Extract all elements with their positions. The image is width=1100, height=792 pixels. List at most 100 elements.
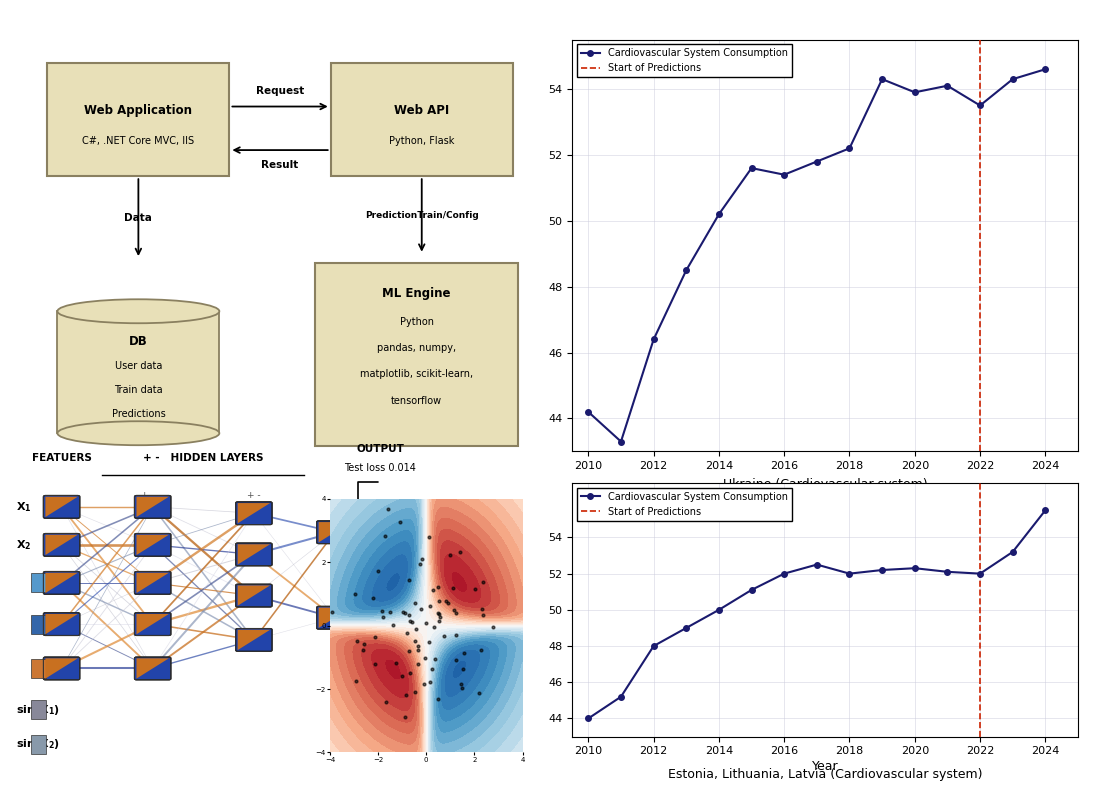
FancyBboxPatch shape: [31, 573, 46, 592]
Polygon shape: [319, 607, 351, 628]
FancyBboxPatch shape: [43, 657, 80, 680]
Point: [446, 604, 463, 616]
Point: [444, 582, 462, 595]
FancyBboxPatch shape: [134, 613, 170, 635]
FancyBboxPatch shape: [57, 311, 219, 433]
Text: PredictionTrain/Config: PredictionTrain/Config: [365, 211, 478, 220]
Point: [370, 565, 387, 577]
Text: Estonia, Lithuania, Latvia (Cardiovascular system): Estonia, Lithuania, Latvia (Cardiovascul…: [668, 768, 982, 781]
Point: [400, 615, 418, 627]
Text: Python, Flask: Python, Flask: [389, 136, 454, 147]
Text: tensorflow: tensorflow: [392, 395, 442, 406]
Point: [412, 603, 430, 615]
X-axis label: Ukraine (Cardiovascular system): Ukraine (Cardiovascular system): [723, 478, 927, 491]
Point: [425, 584, 442, 596]
Text: $\mathbf{X_2}$: $\mathbf{X_2}$: [16, 538, 32, 552]
Cardiovascular System Consumption: [1038, 64, 1052, 74]
Point: [410, 558, 428, 570]
FancyBboxPatch shape: [31, 659, 46, 678]
Polygon shape: [238, 630, 271, 650]
Polygon shape: [136, 497, 169, 517]
Cardiovascular System Consumption: [647, 335, 660, 345]
Text: Train data: Train data: [114, 385, 163, 394]
Cardiovascular System Consumption: [582, 714, 595, 723]
Cardiovascular System Consumption: [713, 209, 726, 219]
Cardiovascular System Consumption: [876, 74, 889, 84]
Point: [374, 611, 392, 623]
Point: [349, 635, 366, 648]
Text: Web API: Web API: [394, 105, 450, 117]
Polygon shape: [238, 503, 271, 524]
Polygon shape: [45, 614, 78, 634]
Point: [473, 603, 491, 615]
Cardiovascular System Consumption: [843, 569, 856, 578]
Text: + -: + -: [248, 491, 261, 500]
Text: DB: DB: [129, 335, 147, 348]
Point: [474, 576, 492, 588]
Cardiovascular System Consumption: [940, 567, 954, 577]
Point: [400, 645, 418, 657]
Point: [392, 516, 409, 528]
Polygon shape: [319, 522, 351, 543]
Text: ML Engine: ML Engine: [383, 287, 451, 300]
Cardiovascular System Consumption: [876, 565, 889, 575]
Text: Result: Result: [262, 160, 299, 170]
Point: [381, 605, 398, 618]
Polygon shape: [45, 535, 78, 555]
Point: [447, 653, 464, 666]
Cardiovascular System Consumption: [680, 265, 693, 275]
Point: [472, 644, 490, 657]
Cardiovascular System Consumption: [974, 101, 987, 110]
Legend: Cardiovascular System Consumption, Start of Predictions: Cardiovascular System Consumption, Start…: [576, 44, 792, 77]
Point: [421, 676, 439, 688]
Text: C#, .NET Core MVC, IIS: C#, .NET Core MVC, IIS: [82, 136, 195, 147]
Point: [424, 663, 441, 676]
Point: [447, 607, 464, 619]
FancyBboxPatch shape: [43, 613, 80, 635]
Cardiovascular System Consumption: [647, 642, 660, 651]
Point: [447, 629, 464, 642]
Point: [400, 608, 418, 621]
Polygon shape: [238, 585, 271, 606]
FancyBboxPatch shape: [316, 263, 518, 447]
FancyBboxPatch shape: [31, 615, 46, 634]
Point: [429, 607, 447, 619]
Polygon shape: [45, 497, 78, 517]
FancyBboxPatch shape: [43, 572, 80, 594]
Point: [455, 646, 473, 659]
X-axis label: Year: Year: [812, 760, 838, 774]
Point: [430, 615, 448, 627]
Point: [421, 600, 439, 613]
Point: [393, 670, 410, 683]
FancyBboxPatch shape: [31, 735, 46, 754]
Point: [400, 666, 418, 679]
Point: [387, 657, 405, 669]
Point: [345, 588, 363, 601]
Point: [417, 616, 434, 629]
FancyBboxPatch shape: [331, 63, 513, 176]
Cardiovascular System Consumption: [909, 88, 922, 97]
Point: [437, 595, 454, 607]
Cardiovascular System Consumption: [1038, 505, 1052, 515]
Point: [474, 608, 492, 621]
Point: [420, 636, 438, 649]
Text: Data: Data: [124, 212, 152, 223]
Point: [430, 607, 448, 620]
Point: [406, 634, 424, 647]
Cardiovascular System Consumption: [778, 170, 791, 180]
FancyBboxPatch shape: [317, 521, 353, 543]
Point: [396, 607, 414, 620]
Point: [409, 658, 427, 671]
Polygon shape: [136, 658, 169, 679]
Point: [425, 621, 442, 634]
Point: [364, 592, 382, 604]
Polygon shape: [136, 535, 169, 555]
Text: User data: User data: [114, 360, 162, 371]
Cardiovascular System Consumption: [811, 157, 824, 166]
FancyBboxPatch shape: [134, 657, 170, 680]
Point: [385, 619, 403, 632]
Cardiovascular System Consumption: [713, 605, 726, 615]
FancyBboxPatch shape: [235, 629, 272, 651]
Cardiovascular System Consumption: [843, 143, 856, 153]
Text: Test loss 0.014: Test loss 0.014: [344, 463, 416, 473]
